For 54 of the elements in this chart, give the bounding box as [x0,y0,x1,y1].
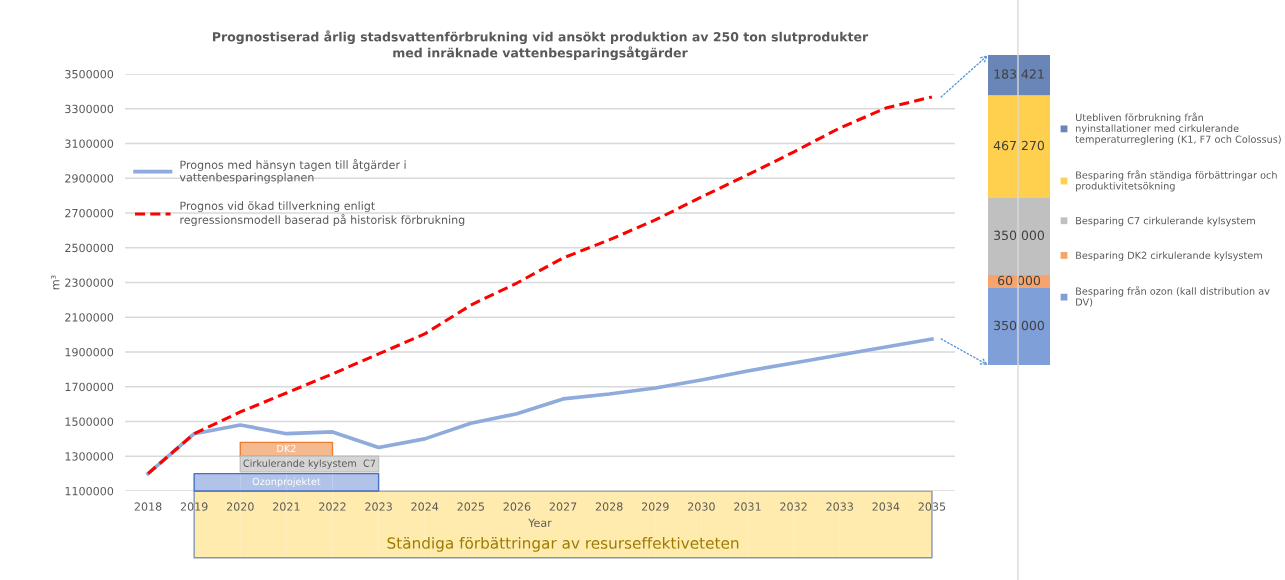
y-tick-label: 2500000 [65,243,114,253]
bar [988,55,1050,96]
data-label: 350 000 [994,320,1045,331]
bar [988,197,1050,275]
x-tick-label: 2020 [226,502,254,511]
legend-label: Besparing från ständiga förbättringar och produktivitetsökning [1076,170,1277,192]
line-series [146,337,934,476]
y-tick-label: 3500000 [65,69,114,79]
x-tick-label: 2028 [595,502,623,511]
legend-label: Besparing från ozon (kall distribution av DV) [1076,286,1270,307]
legend-label: Utebliven förbrukning från nyinstallationer med cirkulerande temperaturreglering (K1, F7 och Colossus) [1075,112,1281,145]
annotation: Ozonprojektet [252,477,321,488]
data-label: 350 000 [994,230,1045,241]
y-tick-label: 2300000 [65,278,114,287]
y-tick-label: 1100000 [65,486,114,496]
y-tick-label: 1900000 [65,347,114,357]
chart-title: Prognostiserad årlig stadsvattenförbrukning vid ansökt produktion av 250 ton slutprodukter med inräknade vattenbesparingsåtgärder [212,30,869,61]
annotation: DK2 [277,444,296,452]
y-tick-label: 3300000 [65,104,114,114]
x-tick-label: 2034 [872,502,900,511]
y-tick-label: 2100000 [65,313,114,322]
x-tick-label: 2032 [780,502,807,511]
x-axis-title: Year [528,518,552,528]
y-axis-title: m³ [51,275,60,290]
x-tick-label: 2030 [688,502,715,511]
x-tick-label: 2027 [549,502,577,511]
x-tick-label: 2033 [826,502,853,511]
x-tick-label: 2029 [641,502,669,511]
y-tick-label: 1500000 [65,417,114,426]
line-series [146,95,934,476]
bar [988,95,1050,198]
legend-label: Prognos vid ökad tillverkning enligt regressionsmodell baserad på historisk förbrukning [180,201,465,227]
x-tick-label: 2018 [134,502,162,511]
x-tick-label: 2026 [503,502,531,511]
x-tick-label: 2022 [319,502,346,511]
annotation: Cirkulerande kylsystem C7 [243,459,376,469]
text: Ständiga förbättringar av resurseffektiveteten [387,536,739,552]
y-tick-label: 3100000 [65,139,114,148]
y-tick-label: 1300000 [65,452,114,461]
y-tick-label: 1700000 [65,382,114,392]
legend-label: Prognos med hänsyn tagen till åtgärder i vattenbesparingsplanen [179,159,406,184]
x-tick-label: 2025 [457,502,484,511]
y-tick-label: 2700000 [65,208,114,218]
bar [988,288,1050,365]
x-tick-label: 2031 [734,502,761,511]
data-label: 60 000 [998,275,1041,286]
y-tick-label: 2900000 [65,174,114,183]
data-label: 183 421 [994,69,1044,79]
x-tick-label: 2023 [365,502,392,511]
x-tick-label: 2021 [273,502,300,511]
legend-label: Besparing C7 cirkulerande kylsystem [1076,216,1255,227]
x-tick-label: 2024 [411,502,439,511]
legend-label: Besparing DK2 cirkulerande kylsystem [1076,251,1262,261]
data-label: 467 270 [993,140,1045,151]
